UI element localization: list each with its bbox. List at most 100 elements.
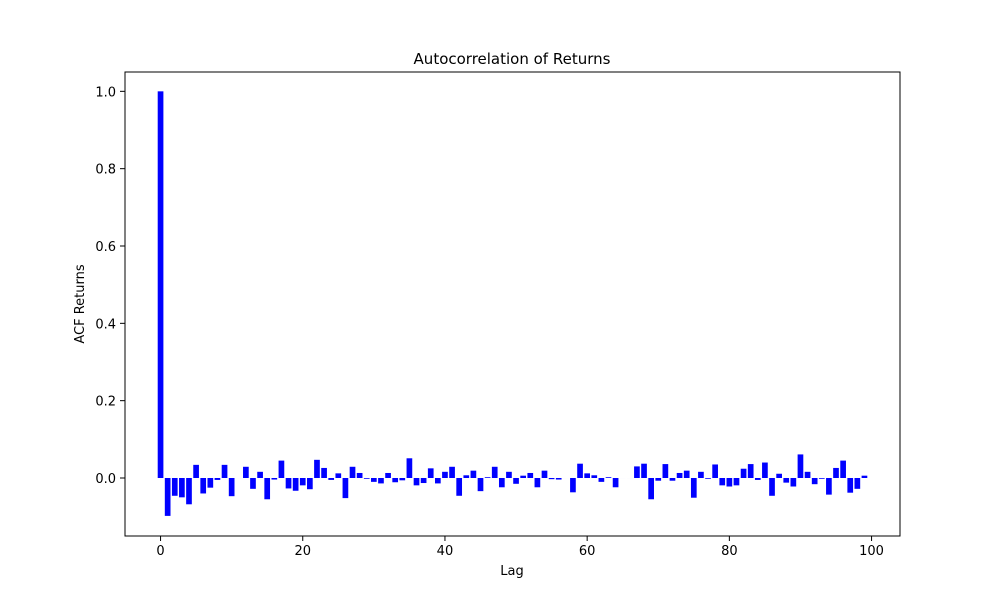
- acf-bar: [378, 478, 384, 484]
- acf-bar: [449, 466, 455, 478]
- acf-bar: [420, 478, 427, 484]
- acf-bar: [214, 478, 221, 480]
- acf-bar: [818, 478, 825, 479]
- bars-group: [157, 91, 868, 516]
- acf-bar: [520, 475, 527, 478]
- acf-bar: [548, 478, 555, 480]
- acf-bar: [321, 467, 327, 478]
- acf-bar: [584, 473, 590, 478]
- chart-title: Autocorrelation of Returns: [414, 50, 611, 68]
- acf-bar: [811, 478, 818, 485]
- acf-bar: [598, 478, 605, 482]
- acf-bar: [271, 478, 278, 480]
- acf-bar: [207, 478, 214, 488]
- acf-bar: [826, 478, 832, 495]
- acf-bar: [164, 478, 171, 516]
- acf-bar: [534, 478, 541, 488]
- acf-bar: [250, 478, 256, 489]
- y-tick-label: 0.8: [95, 163, 116, 178]
- acf-bar: [676, 472, 683, 478]
- acf-bar: [363, 478, 370, 479]
- acf-bar: [570, 478, 576, 493]
- acf-bar: [769, 478, 775, 496]
- plot-frame: [124, 71, 901, 537]
- acf-bar: [193, 464, 199, 478]
- y-tick-label: 0.4: [95, 317, 116, 332]
- x-axis-ticks: 0 20 40 60 80 100: [156, 536, 884, 559]
- acf-bar: [527, 472, 534, 478]
- acf-bar: [634, 466, 640, 478]
- acf-bar: [356, 472, 363, 478]
- acf-bar: [278, 460, 285, 478]
- acf-bar: [442, 471, 448, 478]
- acf-bar: [427, 468, 434, 478]
- y-tick-label: 1.0: [95, 85, 116, 100]
- acf-bar: [655, 478, 662, 481]
- x-tick-label: 60: [579, 544, 596, 559]
- acf-bar: [705, 478, 711, 479]
- acf-bar: [854, 478, 861, 489]
- y-tick-label: 0.0: [95, 472, 116, 487]
- acf-bar: [285, 478, 292, 489]
- acf-bar: [477, 478, 484, 492]
- acf-bar: [385, 472, 391, 478]
- acf-bar: [555, 478, 562, 480]
- acf-bar: [435, 478, 441, 484]
- acf-bar: [498, 478, 505, 488]
- x-tick-label: 100: [859, 544, 884, 559]
- acf-bar: [171, 478, 178, 496]
- acf-bar: [392, 478, 399, 483]
- acf-bar: [257, 471, 263, 478]
- acf-bar: [776, 473, 782, 478]
- acf-bar: [406, 458, 413, 478]
- acf-bar: [371, 478, 377, 482]
- acf-bar: [612, 478, 619, 488]
- acf-bar: [342, 478, 349, 499]
- acf-bar: [541, 470, 548, 478]
- acf-bar: [157, 91, 164, 478]
- acf-bar: [847, 478, 854, 493]
- acf-bar: [243, 466, 249, 478]
- acf-bar: [456, 478, 463, 496]
- x-tick-label: 0: [156, 544, 164, 559]
- acf-bar: [726, 478, 733, 487]
- acf-bar: [662, 464, 669, 478]
- acf-bar: [605, 477, 612, 478]
- acf-bar: [292, 478, 299, 491]
- acf-bar: [591, 475, 598, 478]
- acf-bar: [470, 470, 477, 478]
- acf-bar: [740, 468, 747, 478]
- acf-bar: [797, 454, 804, 478]
- acf-bar: [200, 478, 207, 494]
- acf-bar: [186, 478, 192, 505]
- acf-bar: [783, 478, 790, 483]
- acf-bar: [577, 463, 583, 478]
- acf-bar: [669, 478, 676, 481]
- x-tick-label: 40: [437, 544, 454, 559]
- acf-bar: [861, 475, 868, 478]
- acf-bar: [328, 478, 335, 480]
- acf-bar: [463, 475, 470, 478]
- acf-bar: [762, 462, 768, 478]
- x-tick-label: 80: [721, 544, 738, 559]
- x-axis-label: Lag: [500, 564, 523, 579]
- acf-bar: [790, 478, 797, 487]
- acf-bar: [733, 478, 740, 486]
- acf-bar: [307, 478, 313, 490]
- acf-bar: [484, 477, 491, 478]
- acf-bar: [299, 478, 306, 486]
- acf-bar: [506, 471, 512, 478]
- y-axis-ticks: 0.0 0.2 0.4 0.6 0.8 1.0: [95, 85, 125, 487]
- x-tick-label: 20: [294, 544, 311, 559]
- acf-bar: [747, 464, 754, 478]
- acf-bar: [840, 460, 846, 478]
- acf-bar: [712, 464, 718, 478]
- acf-bar: [335, 473, 342, 478]
- acf-bar: [349, 466, 356, 478]
- acf-bar: [683, 470, 690, 478]
- acf-bar: [690, 478, 697, 498]
- acf-bar: [221, 464, 228, 478]
- acf-bar: [179, 478, 185, 498]
- y-axis-label: ACF Returns: [73, 264, 88, 343]
